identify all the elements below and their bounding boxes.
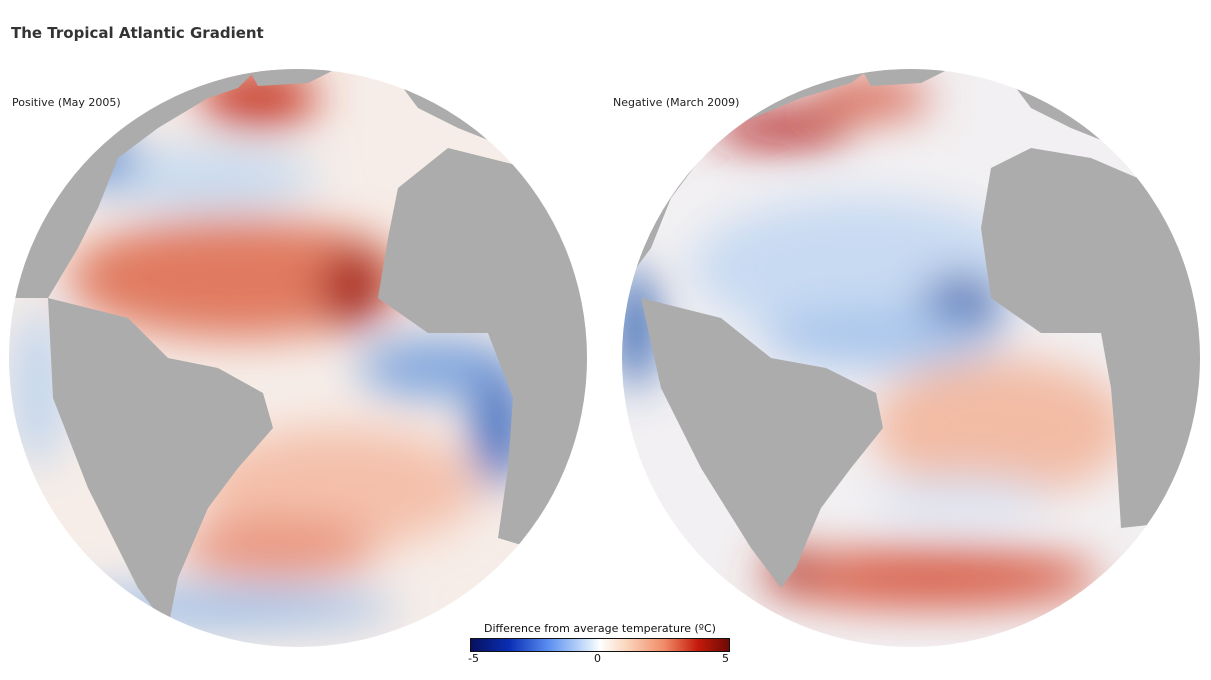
globe-map-negative <box>622 69 1200 647</box>
colorbar-title: Difference from average temperature (ºC) <box>484 622 716 635</box>
colorbar-legend: Difference from average temperature (ºC)… <box>468 622 730 666</box>
colorbar-gradient <box>470 638 730 652</box>
globe-map-positive <box>9 69 587 647</box>
map-label-negative: Negative (March 2009) <box>613 96 740 109</box>
page-title: The Tropical Atlantic Gradient <box>11 24 264 42</box>
map-label-positive: Positive (May 2005) <box>12 96 121 109</box>
colorbar-max-label: 5 <box>722 652 729 665</box>
colorbar-mid-label: 0 <box>594 652 601 665</box>
colorbar-min-label: -5 <box>468 652 479 665</box>
